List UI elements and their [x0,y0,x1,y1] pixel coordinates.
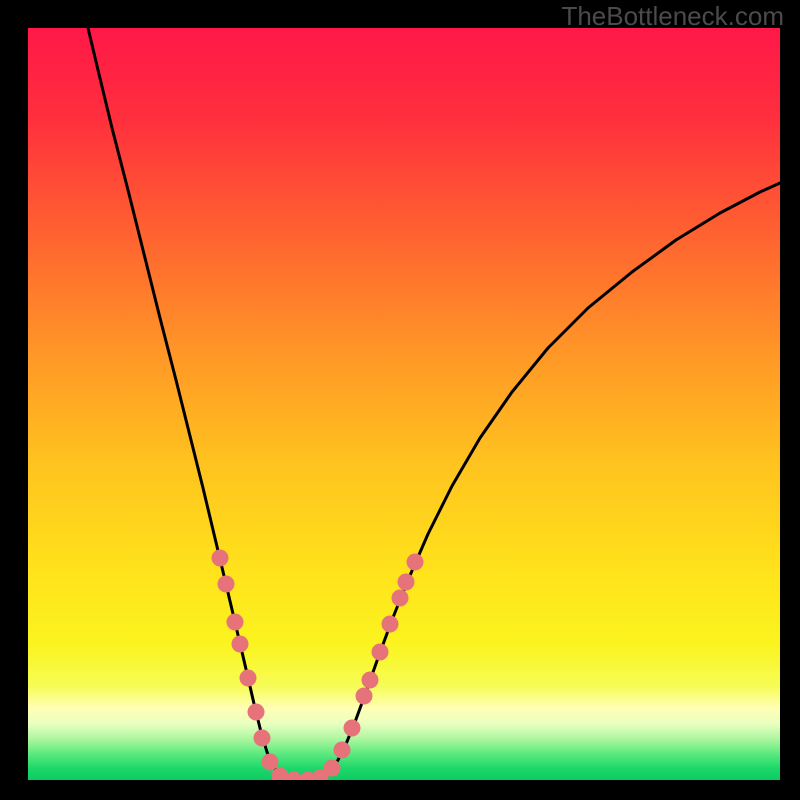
data-dot [392,590,409,607]
data-dot [372,644,389,661]
data-dot [232,636,249,653]
svg-layer [0,0,800,800]
border-bottom [0,780,800,800]
border-left [0,0,28,800]
data-dot [248,704,265,721]
data-dot [212,550,229,567]
data-dot [227,614,244,631]
data-dot [382,616,399,633]
data-dot [334,742,351,759]
data-dot [324,760,341,777]
data-dot [240,670,257,687]
data-dot [398,574,415,591]
chart-canvas: TheBottleneck.com [0,0,800,800]
border-right [780,0,800,800]
data-dot [254,730,271,747]
data-dot [344,720,361,737]
gradient-fill [28,28,780,780]
data-dot [262,754,279,771]
watermark-text: TheBottleneck.com [561,1,784,32]
data-dot [356,688,373,705]
data-dot [362,672,379,689]
data-dot [407,554,424,571]
data-dot [218,576,235,593]
